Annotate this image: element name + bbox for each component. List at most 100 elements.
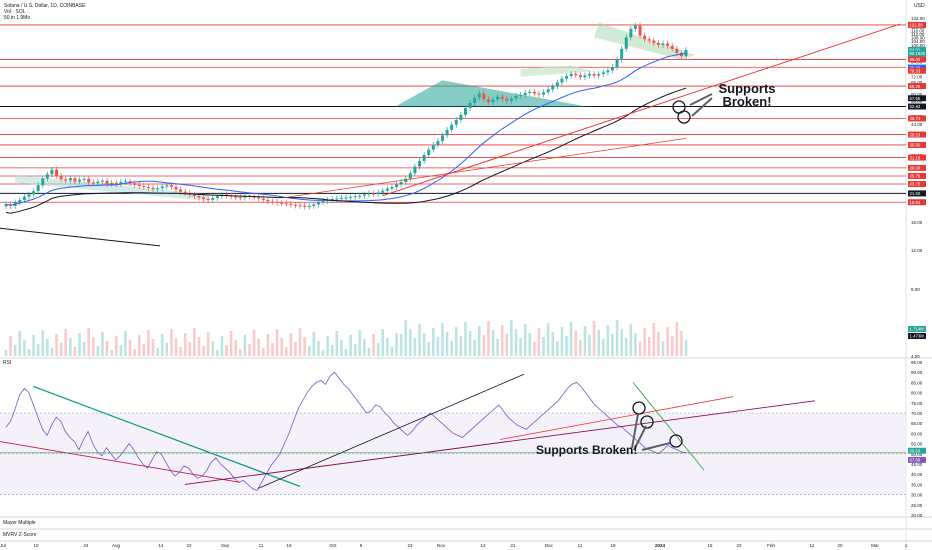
candle-body xyxy=(633,25,637,29)
volume-bar xyxy=(271,343,274,356)
volume-bar xyxy=(229,331,233,356)
price-label-text: 31.15 xyxy=(910,155,921,160)
candle-body xyxy=(316,202,320,205)
candle-body xyxy=(482,93,486,100)
rsi-trendline-red xyxy=(499,396,734,440)
volume-bar xyxy=(634,333,637,356)
candle-body xyxy=(372,193,376,195)
volume-bar xyxy=(675,322,679,356)
rsi-tick-label: 35.00 xyxy=(911,482,923,487)
time-tick-label: 9 xyxy=(360,543,363,548)
candle-body xyxy=(87,178,91,183)
volume-bar xyxy=(464,322,467,356)
rsi-tick-label: 45.00 xyxy=(911,462,923,467)
price-tick-label: 4.00 xyxy=(911,354,920,359)
support-resistance-lines xyxy=(0,24,906,203)
time-tick-label: Jul xyxy=(0,543,6,548)
volume-bar xyxy=(280,338,283,356)
time-tick-label: 19 xyxy=(610,543,616,548)
volume-bar xyxy=(620,329,623,356)
volume-bar xyxy=(611,334,614,356)
volume-bar xyxy=(418,324,421,356)
volume-bar xyxy=(317,341,320,356)
price-label-box xyxy=(908,172,926,179)
price-label-box xyxy=(908,67,926,74)
volume-bar xyxy=(684,340,688,356)
candle-body xyxy=(588,73,592,76)
candle-body xyxy=(289,203,293,205)
time-tick-label: Nov xyxy=(437,543,446,548)
price-label-text: 1.714M xyxy=(910,327,925,332)
price-label-text: 35.50 xyxy=(910,143,921,148)
volume-bar xyxy=(9,336,12,356)
volume-bar xyxy=(206,332,210,356)
candle-body xyxy=(606,70,610,73)
candle-body xyxy=(551,86,555,90)
candle-body xyxy=(41,178,45,186)
price-tick-label: 56.00 xyxy=(911,99,923,104)
volume-bar xyxy=(335,331,339,356)
price-label-box xyxy=(908,181,926,188)
candle-body xyxy=(505,98,509,101)
rsi-tick-label: 80.00 xyxy=(911,391,923,396)
price-label-text: 21.50 xyxy=(910,191,921,196)
volume-bar xyxy=(638,342,642,356)
price-label-box xyxy=(908,103,926,110)
candle-body xyxy=(496,96,500,100)
rsi-tick-label: 50.00 xyxy=(911,452,923,457)
candle-body xyxy=(436,140,440,145)
volume-bar xyxy=(50,348,54,356)
volume-bar xyxy=(340,340,343,356)
volume-bar xyxy=(261,348,265,356)
sma-label: 50 in 1.9Mo xyxy=(4,15,31,21)
candle-body xyxy=(151,187,155,190)
price-label-box xyxy=(908,190,926,197)
volume-bar xyxy=(294,342,297,356)
volume-bar xyxy=(266,334,270,356)
price-label-box xyxy=(908,131,926,138)
price-label-box xyxy=(908,50,926,57)
volume-bar xyxy=(367,348,371,356)
price-label-box xyxy=(908,21,926,28)
volume-bar xyxy=(583,326,587,356)
candle-body xyxy=(27,194,31,197)
rsi-tick-label: 90.00 xyxy=(911,370,923,375)
price-tick-label: 60.00 xyxy=(911,92,923,97)
volume-bar xyxy=(528,333,532,356)
volume-bar xyxy=(13,345,17,356)
volume-bar xyxy=(363,339,366,356)
volume-bar xyxy=(436,337,440,356)
volume-bar xyxy=(505,334,509,356)
time-tick-label: 23 xyxy=(407,543,413,548)
candles xyxy=(4,22,688,210)
volume-bar xyxy=(239,349,242,356)
highlight-circle xyxy=(632,401,646,415)
price-label-box xyxy=(908,115,926,122)
time-axis: Jul 10 24 Aug 14 22 Sep 11 19 Oct 9 23 Nov 13 21 Dec 11 1… xyxy=(0,543,908,548)
volume-bar xyxy=(413,338,417,356)
volume-bar xyxy=(556,341,559,356)
candle-body xyxy=(656,42,660,45)
price-label-text: 25.75 xyxy=(910,174,921,179)
candle-body xyxy=(68,178,72,181)
candle-body xyxy=(165,185,169,187)
arrow xyxy=(633,425,647,451)
price-label-box xyxy=(908,199,926,206)
time-tick-label: Aug xyxy=(112,543,121,548)
volume-bar xyxy=(137,335,141,356)
volume-bar xyxy=(142,344,146,356)
candle-body xyxy=(257,197,261,199)
price-label-text: 122.88 xyxy=(910,23,924,28)
candle-body xyxy=(542,92,546,95)
moving-averages xyxy=(0,23,901,247)
price-tick-label: 12.00 xyxy=(911,248,923,253)
candle-body xyxy=(142,186,146,188)
candle-body xyxy=(179,189,183,192)
volume-bar xyxy=(454,327,458,356)
time-tick-label: Feb xyxy=(767,543,775,548)
candle-body xyxy=(643,35,647,40)
candle-body xyxy=(528,91,532,93)
candle-body xyxy=(137,184,141,187)
candle-body xyxy=(473,97,477,103)
time-tick-label: 19 xyxy=(286,543,292,548)
